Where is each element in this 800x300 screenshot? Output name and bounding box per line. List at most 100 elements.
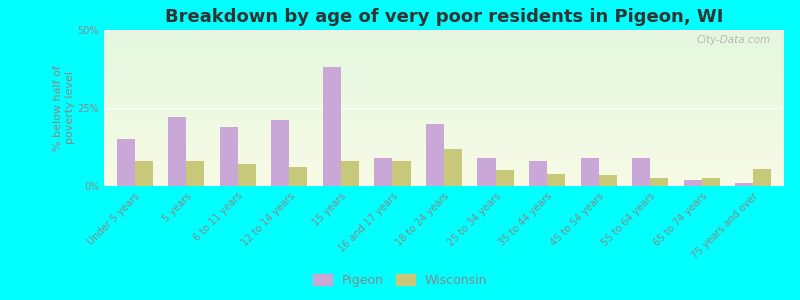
Bar: [104, 38, 784, 39]
Bar: [104, 93, 784, 94]
Bar: [104, 131, 784, 132]
Bar: [104, 141, 784, 142]
Bar: [104, 123, 784, 124]
Bar: [104, 72, 784, 73]
Bar: [104, 95, 784, 96]
Bar: [104, 86, 784, 87]
Text: City-Data.com: City-Data.com: [696, 35, 770, 45]
Bar: [104, 84, 784, 85]
Bar: [104, 113, 784, 114]
Bar: [104, 124, 784, 125]
Bar: [238, 164, 256, 186]
Bar: [104, 132, 784, 133]
Bar: [104, 106, 784, 107]
Bar: [104, 160, 784, 161]
Bar: [104, 51, 784, 52]
Bar: [104, 175, 784, 176]
Bar: [104, 117, 784, 118]
Bar: [104, 63, 784, 64]
Bar: [104, 32, 784, 33]
Bar: [581, 158, 598, 186]
Bar: [104, 147, 784, 148]
Bar: [104, 98, 784, 99]
Bar: [220, 127, 238, 186]
Bar: [104, 178, 784, 179]
Bar: [104, 66, 784, 67]
Bar: [104, 107, 784, 108]
Bar: [104, 174, 784, 175]
Bar: [341, 161, 359, 186]
Bar: [104, 69, 784, 70]
Bar: [104, 129, 784, 130]
Bar: [104, 94, 784, 95]
Bar: [104, 127, 784, 128]
Bar: [104, 105, 784, 106]
Bar: [104, 67, 784, 68]
Bar: [104, 70, 784, 71]
Bar: [104, 110, 784, 111]
Bar: [104, 108, 784, 109]
Bar: [104, 83, 784, 84]
Bar: [104, 36, 784, 37]
Bar: [104, 137, 784, 138]
Bar: [104, 42, 784, 43]
Bar: [104, 45, 784, 46]
Bar: [104, 65, 784, 66]
Bar: [104, 138, 784, 139]
Bar: [104, 52, 784, 53]
Bar: [104, 50, 784, 51]
Bar: [104, 182, 784, 183]
Bar: [104, 75, 784, 76]
Bar: [104, 146, 784, 147]
Bar: [104, 167, 784, 168]
Bar: [104, 116, 784, 117]
Bar: [104, 97, 784, 98]
Bar: [117, 139, 135, 186]
Bar: [104, 88, 784, 89]
Bar: [104, 79, 784, 80]
Bar: [104, 151, 784, 152]
Bar: [104, 85, 784, 86]
Bar: [104, 168, 784, 169]
Bar: [104, 100, 784, 101]
Bar: [104, 60, 784, 61]
Bar: [104, 47, 784, 48]
Bar: [104, 46, 784, 47]
Bar: [104, 30, 784, 31]
Bar: [393, 161, 410, 186]
Bar: [104, 33, 784, 34]
Bar: [104, 58, 784, 59]
Bar: [104, 71, 784, 72]
Bar: [104, 96, 784, 97]
Bar: [547, 173, 565, 186]
Bar: [104, 169, 784, 170]
Bar: [104, 139, 784, 140]
Bar: [104, 158, 784, 159]
Bar: [104, 150, 784, 151]
Bar: [702, 178, 720, 186]
Bar: [104, 145, 784, 146]
Bar: [104, 159, 784, 160]
Bar: [650, 178, 668, 186]
Bar: [104, 53, 784, 54]
Y-axis label: % below half of
poverty level: % below half of poverty level: [53, 65, 74, 151]
Bar: [104, 184, 784, 185]
Bar: [104, 152, 784, 153]
Bar: [104, 164, 784, 165]
Bar: [104, 128, 784, 129]
Bar: [104, 61, 784, 62]
Bar: [104, 142, 784, 143]
Bar: [104, 134, 784, 135]
Bar: [104, 170, 784, 171]
Bar: [104, 161, 784, 162]
Bar: [104, 130, 784, 131]
Bar: [529, 161, 547, 186]
Bar: [104, 74, 784, 75]
Bar: [104, 122, 784, 123]
Bar: [104, 162, 784, 163]
Bar: [735, 183, 753, 186]
Bar: [104, 115, 784, 116]
Bar: [104, 85, 784, 86]
Bar: [104, 34, 784, 35]
Bar: [168, 117, 186, 186]
